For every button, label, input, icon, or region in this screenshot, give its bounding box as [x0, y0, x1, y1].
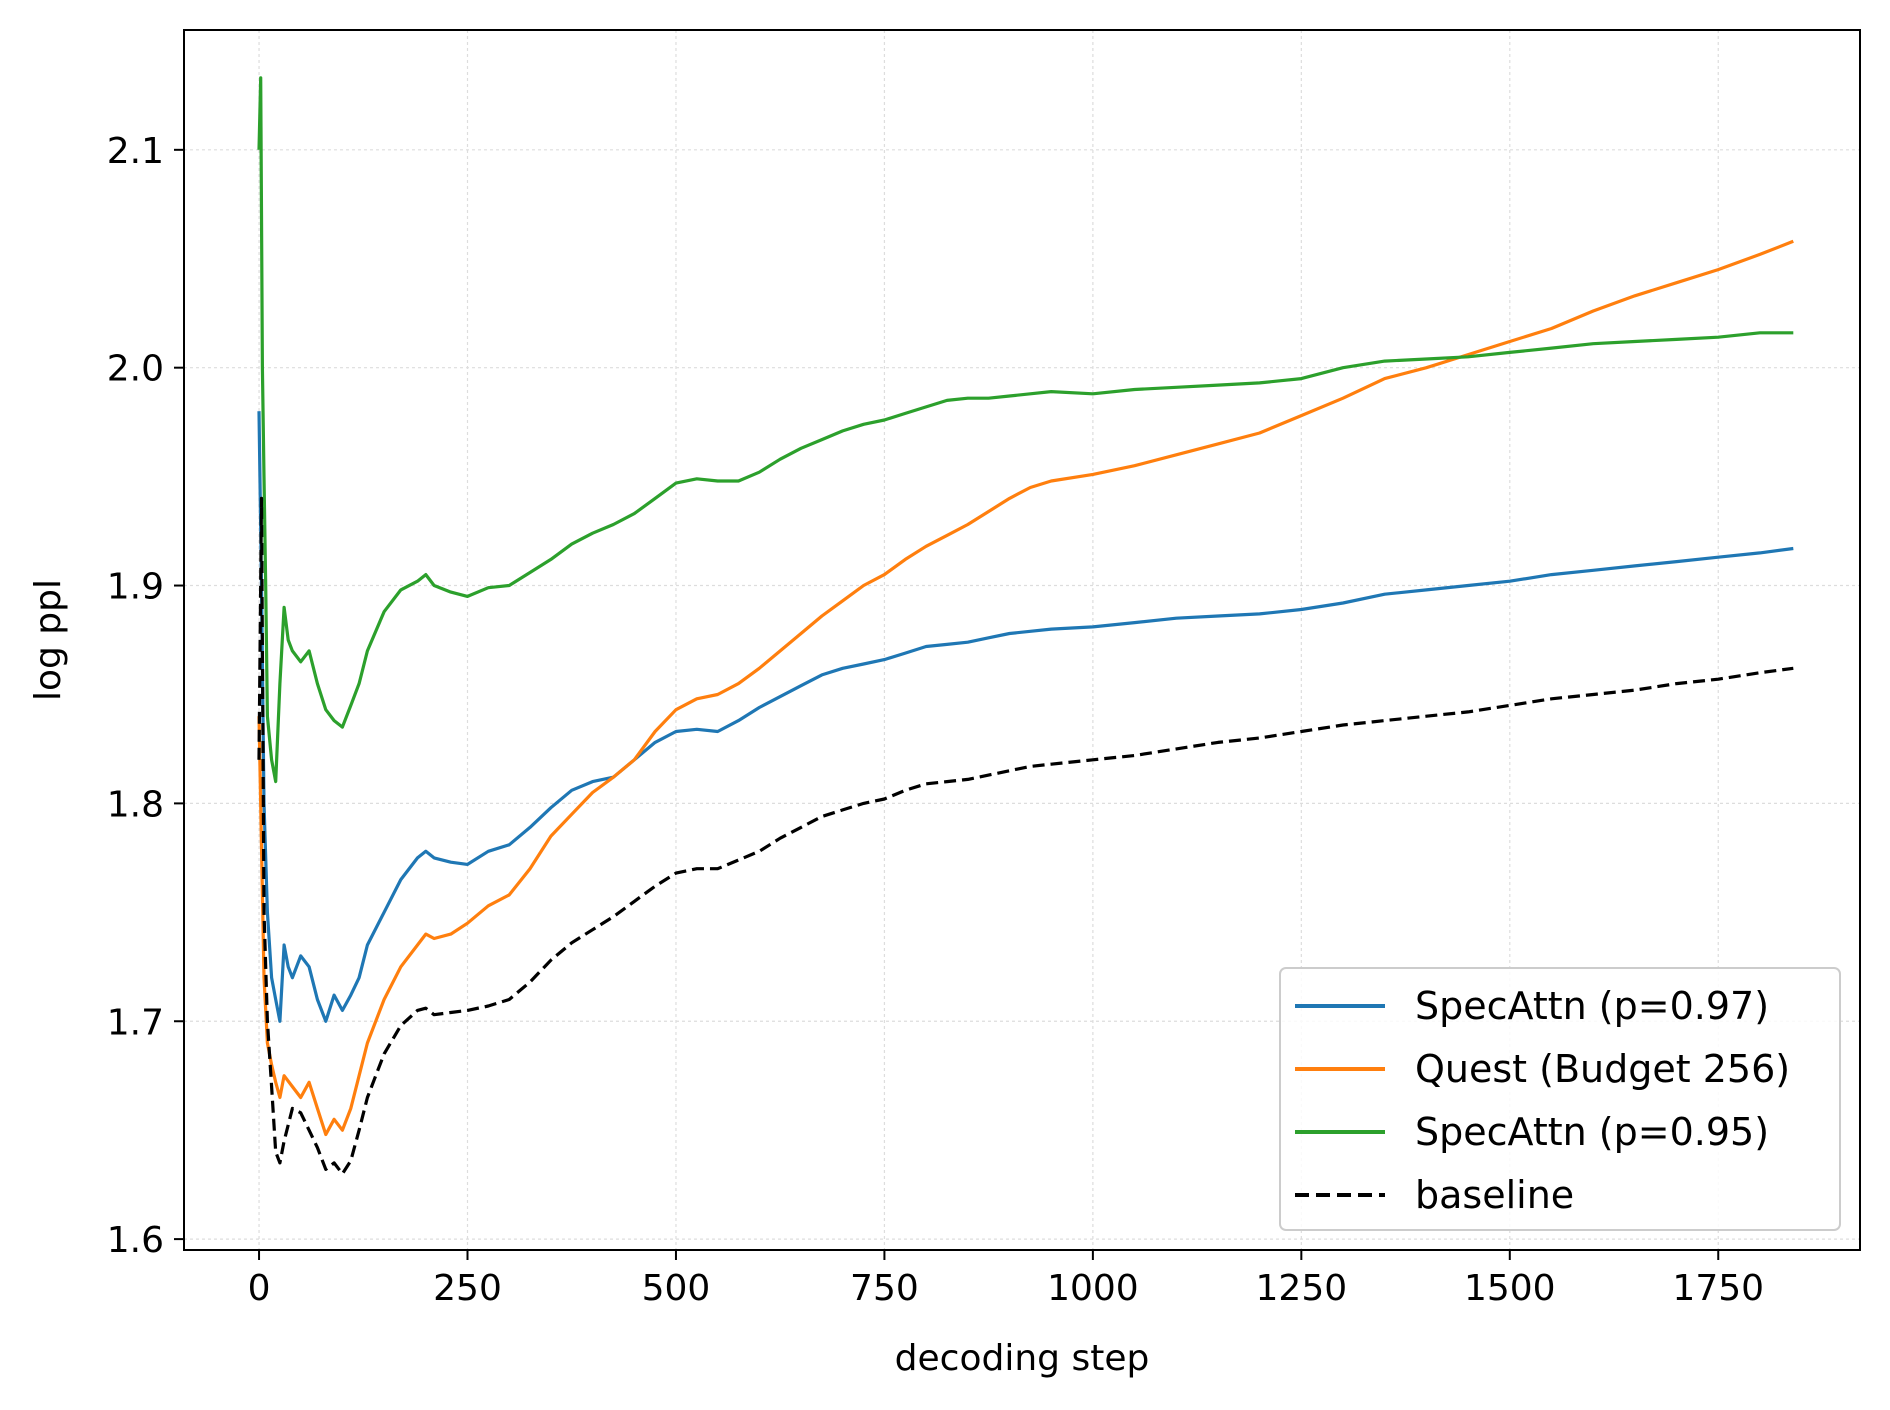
legend: SpecAttn (p=0.97) Quest (Budget 256) SpecA… — [1279, 967, 1841, 1231]
legend-label: Quest (Budget 256) — [1415, 1047, 1790, 1091]
y-tick-label: 1.8 — [107, 784, 164, 825]
x-tick-label: 0 — [248, 1268, 271, 1309]
x-tick-label: 1750 — [1672, 1268, 1764, 1309]
x-tick-label: 250 — [433, 1268, 502, 1309]
legend-label: baseline — [1415, 1173, 1574, 1217]
y-axis-label: log ppl — [28, 579, 69, 701]
series-line-0 — [257, 411, 1794, 1023]
series-line-2 — [257, 76, 1794, 784]
y-tick-label: 1.6 — [107, 1220, 164, 1261]
series-layer — [257, 76, 1794, 1176]
y-tick-label: 2.1 — [107, 131, 164, 172]
series-line-3 — [257, 496, 1794, 1176]
plot-frame — [183, 29, 1861, 1251]
x-tick-label: 1250 — [1256, 1268, 1348, 1309]
x-tick-label: 750 — [850, 1268, 919, 1309]
legend-label: SpecAttn (p=0.95) — [1415, 1110, 1769, 1154]
x-axis-label: decoding step — [895, 1338, 1150, 1379]
legend-label: SpecAttn (p=0.97) — [1415, 984, 1769, 1028]
y-tick-label: 1.9 — [107, 567, 164, 608]
legend-box — [1279, 967, 1841, 1231]
x-tick-label: 1000 — [1047, 1268, 1139, 1309]
y-tick-label: 1.7 — [107, 1002, 164, 1043]
y-tick-label: 2.0 — [107, 349, 164, 390]
x-tick-label: 500 — [642, 1268, 711, 1309]
x-axis: 0 250 500 750 1000 1250 1500 1750 — [248, 1250, 1764, 1309]
series-line-1 — [257, 239, 1794, 1137]
y-axis: 1.6 1.7 1.8 1.9 2.0 2.1 — [107, 131, 184, 1261]
x-tick-label: 1500 — [1464, 1268, 1556, 1309]
